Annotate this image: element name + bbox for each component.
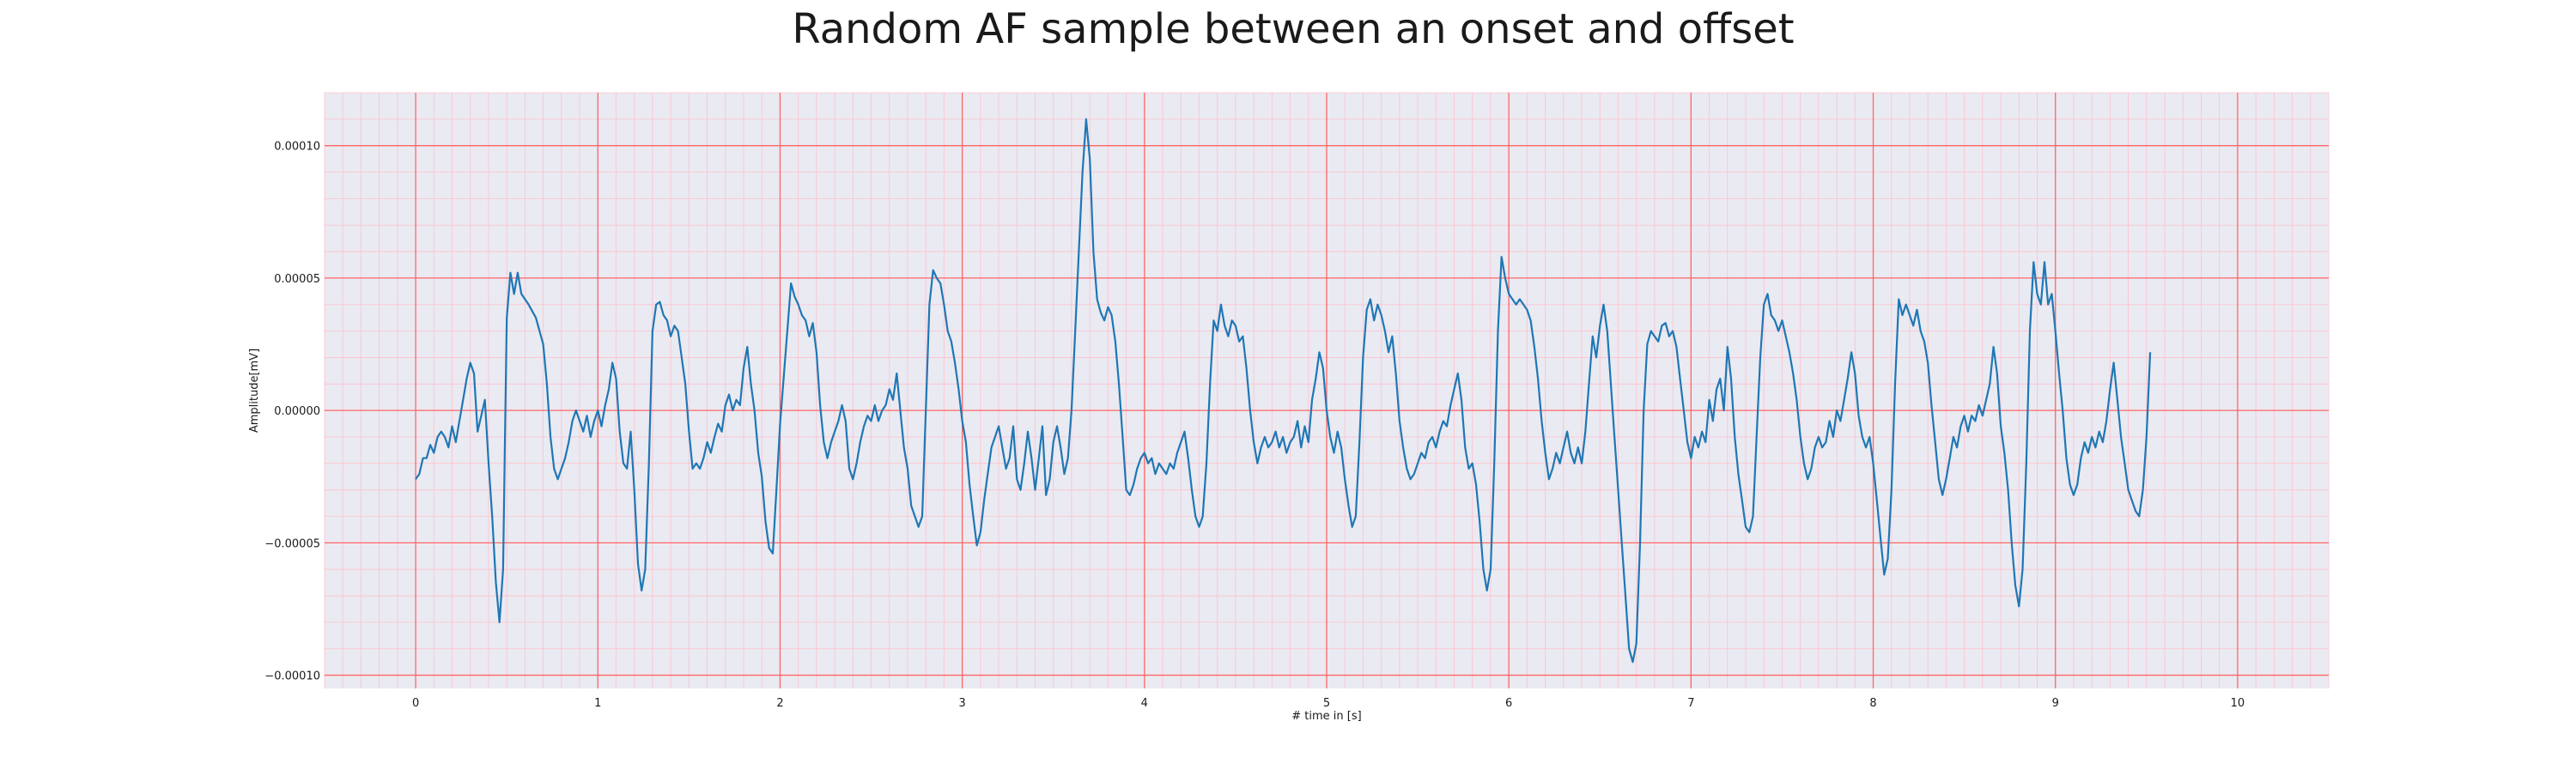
chart-title: Random AF sample between an onset and of…: [792, 5, 1794, 53]
x-tick-label: 3: [958, 697, 965, 710]
y-tick-label: 0.00010: [274, 141, 320, 154]
x-tick-label: 0: [412, 697, 419, 710]
y-axis-label: Amplitude[mV]: [248, 349, 261, 433]
y-tick-labels: −0.00010 −0.00005 0.00000 0.00005 0.00010: [264, 141, 320, 683]
x-axis-label: # time in [s]: [1291, 710, 1361, 723]
x-tick-label: 5: [1323, 697, 1330, 710]
x-tick-label: 7: [1687, 697, 1694, 710]
x-tick-label: 8: [1869, 697, 1876, 710]
x-tick-label: 9: [2052, 697, 2059, 710]
x-tick-label: 10: [2231, 697, 2245, 710]
x-tick-label: 1: [594, 697, 601, 710]
y-tick-label: −0.00010: [264, 670, 320, 683]
x-tick-labels: 0 1 2 3 4 5 6 7 8 9 10: [412, 697, 2245, 710]
x-tick-label: 2: [776, 697, 783, 710]
x-tick-label: 4: [1141, 697, 1148, 710]
y-tick-label: −0.00005: [264, 537, 320, 550]
y-tick-label: 0.00005: [274, 273, 320, 286]
major-grid: [325, 93, 2329, 688]
x-tick-label: 6: [1505, 697, 1512, 710]
y-tick-label: 0.00000: [274, 405, 320, 418]
series-line: [415, 118, 2152, 664]
